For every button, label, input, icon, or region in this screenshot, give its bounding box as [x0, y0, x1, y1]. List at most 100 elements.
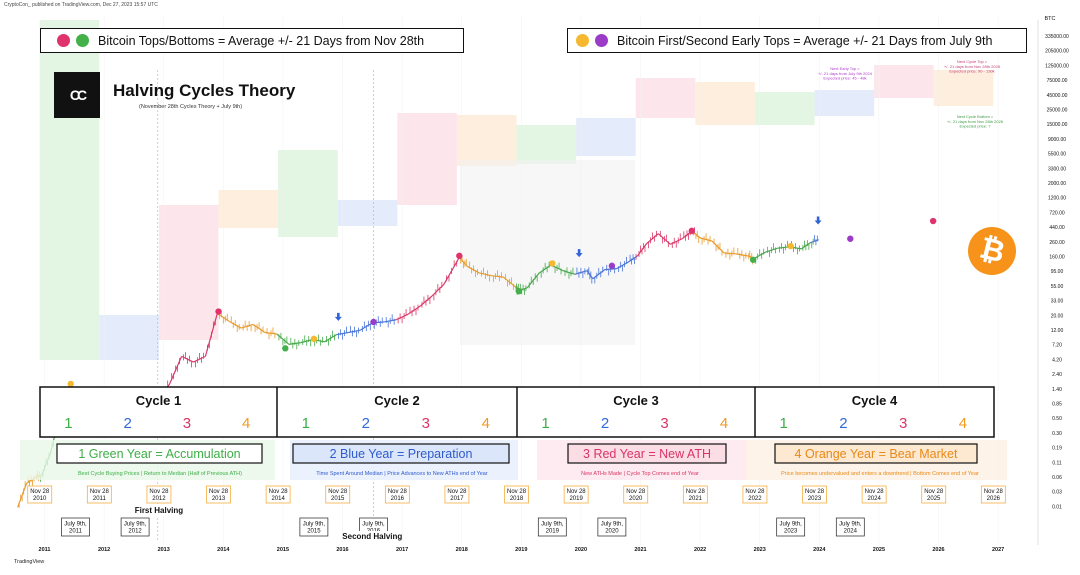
orange-dot-icon: [576, 34, 589, 47]
legend-tops-bottoms-text: Bitcoin Tops/Bottoms = Average +/- 21 Da…: [98, 33, 425, 48]
nov28-year: 2021: [689, 496, 703, 502]
tradingview-brand: TradingView: [14, 559, 45, 565]
cycle-year-box: [874, 65, 934, 98]
marker-cycle-top: [456, 252, 463, 260]
nov28-label: Nov 28: [388, 489, 408, 495]
nov28-year: 2012: [152, 496, 166, 502]
cycle-year-number: 1: [541, 415, 549, 432]
annotation-next-cycle-top: +/- 21 days from Nov 28th 2025: [944, 64, 1001, 69]
cycle-year-box: [158, 205, 219, 340]
y-tick-label: 260.00: [1049, 240, 1065, 246]
cycle-year-number: 1: [64, 415, 72, 432]
y-tick-label: 125000.00: [1045, 63, 1069, 69]
y-tick-label: 15000.00: [1047, 122, 1068, 128]
logo-subtitle: (November 28th Cycles Theory + July 9th): [139, 104, 243, 110]
nov28-label: Nov 28: [90, 489, 110, 495]
nov28-year: 2014: [271, 496, 285, 502]
nov28-label-box: [146, 485, 172, 504]
cycle-label: Cycle 3: [613, 393, 659, 408]
annotation-next-cycle-bottom: +/- 21 days from Nov 28th 2026: [947, 119, 1004, 124]
phase-title-box: [567, 443, 727, 464]
july9-label-box: [537, 517, 567, 537]
nov28-label: Nov 28: [269, 489, 289, 495]
phase-description: Price becomes undervalued and enters a d…: [781, 471, 979, 477]
nov28-year: 2011: [93, 496, 107, 502]
phase-title-box: [56, 443, 263, 464]
marker-cycle-top: [688, 227, 695, 235]
marker-cycle-top: [215, 308, 222, 315]
x-tick-label: 2025: [873, 547, 885, 553]
nov28-label-box: [384, 485, 410, 504]
nov28-label: Nov 28: [209, 489, 229, 495]
y-tick-label: 0.19: [1052, 446, 1062, 452]
nov28-year: 2020: [629, 496, 643, 502]
y-tick-label: 75000.00: [1047, 78, 1068, 84]
halving-label: Second Halving: [342, 532, 402, 541]
phase-title-box: [774, 443, 978, 464]
annotation-next-cycle-top: Next Cycle Top =: [957, 59, 988, 64]
y-tick-label: 3300.00: [1048, 166, 1066, 172]
cycle-label: Cycle 1: [136, 393, 182, 408]
cycle-year-box: [576, 118, 636, 156]
y-tick-label: 440.00: [1049, 225, 1065, 231]
cycle-year-number: 4: [242, 415, 250, 432]
cycle-year-number: 2: [839, 415, 847, 432]
nov28-label-box: [563, 485, 589, 504]
marker-cycle-top: [929, 217, 937, 225]
marker-first-early-top: [310, 335, 318, 343]
x-tick-label: 2017: [396, 547, 408, 553]
cycle-year-number: 1: [780, 415, 788, 432]
nov28-year: 2016: [391, 496, 405, 502]
nov28-label: Nov 28: [149, 489, 169, 495]
july9-label: July 9th,: [780, 522, 803, 528]
nov28-year: 2026: [987, 496, 1001, 502]
cycle-label: Cycle 2: [374, 393, 420, 408]
logo-badge: CC: [54, 72, 100, 118]
nov28-label: Nov 28: [805, 489, 825, 495]
nov28-label: Nov 28: [984, 489, 1004, 495]
cycle-year-box: [516, 125, 577, 164]
nov28-label-box: [623, 485, 649, 504]
legend-early-tops-text: Bitcoin First/Second Early Tops = Averag…: [617, 33, 993, 48]
nov28-label-box: [980, 485, 1006, 504]
cycle-year-box: [39, 20, 100, 360]
july9-year: 2019: [546, 529, 560, 535]
marker-second-early-top: [370, 318, 377, 326]
marker-cycle-bottom: [515, 288, 523, 295]
logo-glyph: CC: [69, 87, 87, 103]
july9-label: July 9th,: [541, 522, 564, 528]
nov28-label-box: [325, 485, 351, 504]
nov28-year: 2024: [867, 496, 881, 502]
y-tick-label: 1200.00: [1048, 196, 1066, 202]
nov28-label: Nov 28: [447, 489, 467, 495]
cycle-year-number: 3: [422, 415, 430, 432]
nov28-year: 2018: [510, 496, 524, 502]
nov28-year: 2013: [212, 496, 226, 502]
marker-cycle-bottom: [282, 345, 289, 352]
july9-year: 2015: [307, 529, 321, 535]
cycle-year-number: 2: [124, 415, 132, 432]
y-tick-label: 160.00: [1049, 255, 1065, 261]
legend-early-tops: Bitcoin First/Second Early Tops = Averag…: [567, 28, 1027, 53]
cycle-year-number: 3: [183, 415, 191, 432]
marker-second-early-top: [608, 262, 616, 270]
cycle-year-box: [695, 82, 755, 125]
nov28-label-box: [86, 485, 112, 504]
y-tick-label: 0.03: [1052, 490, 1062, 496]
cycle-year-number: 3: [899, 415, 907, 432]
july9-year: 2024: [844, 529, 858, 535]
marker-second-early-top: [847, 235, 854, 242]
july9-label: July 9th,: [601, 522, 624, 528]
july9-label: July 9th,: [362, 522, 385, 528]
y-tick-label: 2.40: [1052, 372, 1062, 378]
down-arrow-icon: [575, 249, 583, 258]
y-tick-label: 25000.00: [1047, 108, 1068, 114]
nov28-label-box: [206, 485, 231, 504]
nov28-label-box: [742, 485, 768, 504]
cycle-year-number: 4: [482, 415, 490, 432]
y-tick-label: 12.00: [1051, 328, 1064, 334]
phase-title: 3 Red Year = New ATH: [583, 447, 711, 461]
nov28-label-box: [27, 485, 53, 504]
published-caption: CryptoCon_ published on TradingView.com,…: [4, 2, 158, 8]
nov28-label-box: [504, 485, 529, 504]
